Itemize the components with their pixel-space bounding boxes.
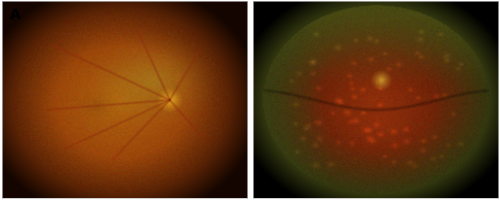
Text: A: A [10, 8, 20, 22]
Text: B: B [260, 8, 271, 22]
